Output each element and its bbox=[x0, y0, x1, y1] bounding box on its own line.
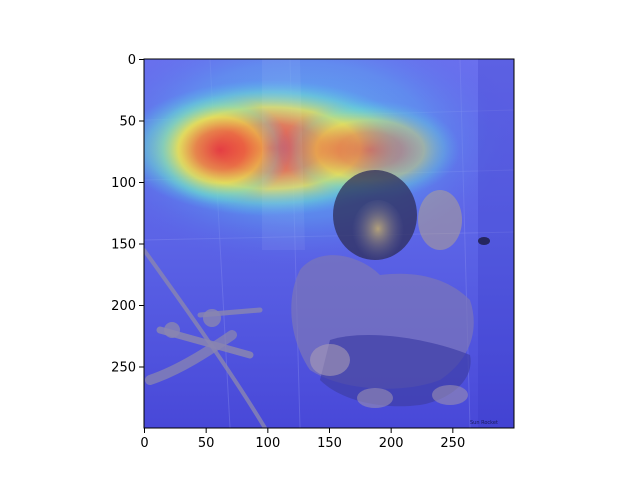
figure-silhouette bbox=[291, 170, 474, 408]
x-tick-label: 250 bbox=[440, 436, 465, 451]
y-axis: 0 50 100 150 200 250 bbox=[111, 53, 144, 376]
x-axis: 0 50 100 150 200 250 bbox=[140, 428, 465, 451]
x-tick-label: 200 bbox=[379, 436, 404, 451]
y-tick-label: 150 bbox=[111, 238, 136, 253]
y-tick-label: 100 bbox=[111, 176, 136, 191]
x-tick-label: 50 bbox=[198, 436, 215, 451]
x-tick-label: 100 bbox=[255, 436, 280, 451]
x-tick-label: 150 bbox=[317, 436, 342, 451]
heat-peak-right bbox=[280, 100, 460, 200]
y-tick-label: 250 bbox=[111, 361, 136, 376]
heatmap-image: Sun Rocket bbox=[144, 59, 514, 428]
y-tick-label: 200 bbox=[111, 299, 136, 314]
x-tick-label: 0 bbox=[140, 436, 148, 451]
image-caption: Sun Rocket bbox=[470, 420, 498, 426]
y-tick-label: 50 bbox=[119, 115, 136, 130]
shower-fixture bbox=[144, 248, 267, 428]
heat-peak-left bbox=[150, 95, 290, 205]
y-tick-label: 0 bbox=[128, 53, 136, 68]
